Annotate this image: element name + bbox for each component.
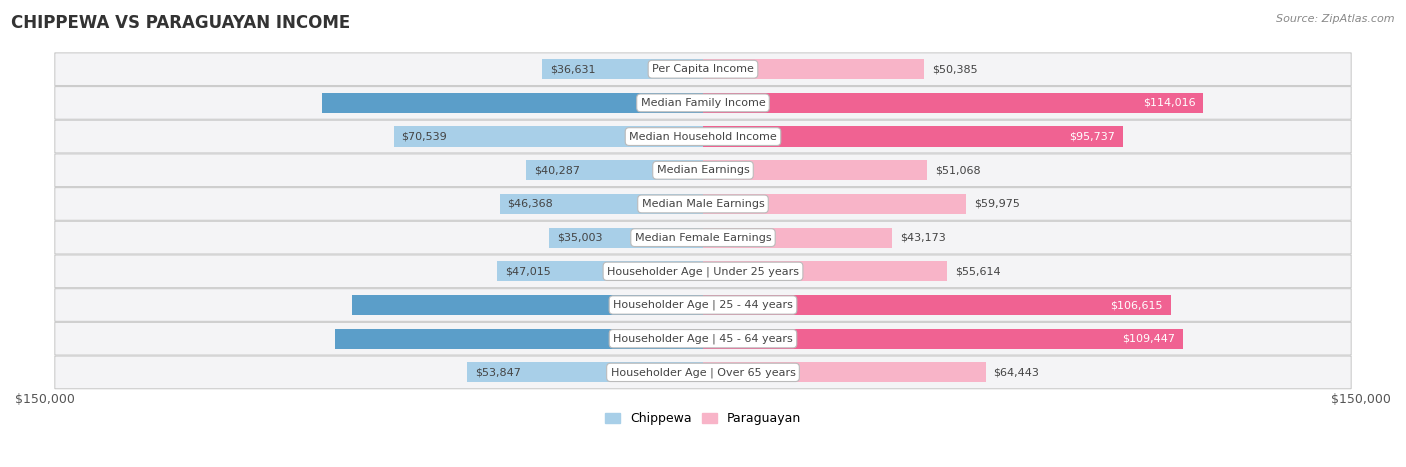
Bar <box>703 329 1184 349</box>
Bar <box>496 261 703 282</box>
Text: $50,385: $50,385 <box>932 64 977 74</box>
FancyBboxPatch shape <box>55 356 1351 389</box>
FancyBboxPatch shape <box>55 221 1351 254</box>
Text: Source: ZipAtlas.com: Source: ZipAtlas.com <box>1277 14 1395 24</box>
Text: Median Household Income: Median Household Income <box>628 132 778 142</box>
Bar <box>467 362 703 382</box>
Bar <box>394 127 703 147</box>
Bar <box>543 59 703 79</box>
FancyBboxPatch shape <box>55 289 1351 321</box>
FancyBboxPatch shape <box>55 53 1351 85</box>
Text: $70,539: $70,539 <box>402 132 447 142</box>
FancyBboxPatch shape <box>55 188 1351 220</box>
Bar <box>335 329 703 349</box>
Bar <box>322 93 703 113</box>
Text: $40,287: $40,287 <box>534 165 581 175</box>
Legend: Chippewa, Paraguayan: Chippewa, Paraguayan <box>600 407 806 430</box>
Text: CHIPPEWA VS PARAGUAYAN INCOME: CHIPPEWA VS PARAGUAYAN INCOME <box>11 14 350 32</box>
Text: Median Female Earnings: Median Female Earnings <box>634 233 772 243</box>
Text: $53,847: $53,847 <box>475 368 520 377</box>
Text: $86,852: $86,852 <box>650 98 695 108</box>
Text: $59,975: $59,975 <box>974 199 1019 209</box>
Text: $64,443: $64,443 <box>994 368 1039 377</box>
Text: Per Capita Income: Per Capita Income <box>652 64 754 74</box>
Bar <box>703 261 948 282</box>
Bar <box>703 362 986 382</box>
Text: $51,068: $51,068 <box>935 165 980 175</box>
Bar <box>703 160 927 180</box>
Text: Householder Age | Over 65 years: Householder Age | Over 65 years <box>610 367 796 378</box>
Text: Median Family Income: Median Family Income <box>641 98 765 108</box>
FancyBboxPatch shape <box>55 154 1351 187</box>
Bar <box>703 127 1123 147</box>
Bar <box>526 160 703 180</box>
Text: $80,005: $80,005 <box>650 300 695 310</box>
FancyBboxPatch shape <box>55 120 1351 153</box>
Bar <box>703 59 924 79</box>
Text: Householder Age | Under 25 years: Householder Age | Under 25 years <box>607 266 799 276</box>
Text: $106,615: $106,615 <box>1111 300 1163 310</box>
Text: Median Earnings: Median Earnings <box>657 165 749 175</box>
Text: $35,003: $35,003 <box>557 233 603 243</box>
FancyBboxPatch shape <box>55 86 1351 119</box>
Text: $109,447: $109,447 <box>1122 334 1175 344</box>
Text: Householder Age | 25 - 44 years: Householder Age | 25 - 44 years <box>613 300 793 310</box>
Text: $114,016: $114,016 <box>1143 98 1195 108</box>
Text: $46,368: $46,368 <box>508 199 553 209</box>
Bar <box>352 295 703 315</box>
Text: $47,015: $47,015 <box>505 266 550 276</box>
FancyBboxPatch shape <box>55 322 1351 355</box>
Bar <box>703 227 893 248</box>
Bar <box>703 194 966 214</box>
FancyBboxPatch shape <box>55 255 1351 288</box>
Text: $43,173: $43,173 <box>900 233 946 243</box>
Text: Median Male Earnings: Median Male Earnings <box>641 199 765 209</box>
Text: $36,631: $36,631 <box>550 64 596 74</box>
Text: $55,614: $55,614 <box>955 266 1001 276</box>
Bar <box>499 194 703 214</box>
Bar <box>703 295 1171 315</box>
Text: $95,737: $95,737 <box>1069 132 1115 142</box>
Text: $83,943: $83,943 <box>650 334 695 344</box>
Text: Householder Age | 45 - 64 years: Householder Age | 45 - 64 years <box>613 333 793 344</box>
Bar <box>550 227 703 248</box>
Bar <box>703 93 1204 113</box>
